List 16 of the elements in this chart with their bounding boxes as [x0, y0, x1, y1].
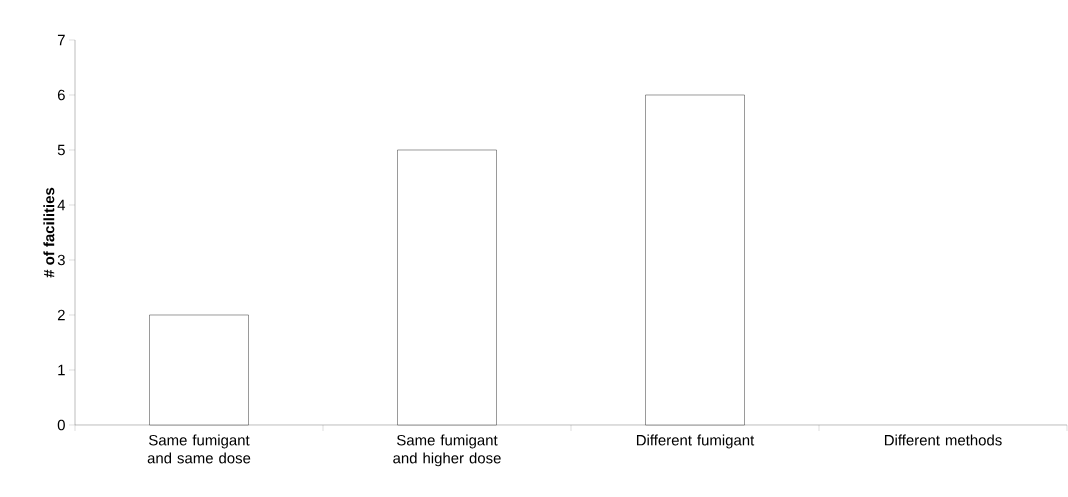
x-tick-label: Same fumigant and higher dose [393, 434, 501, 467]
y-tick-label: 1 [58, 364, 65, 376]
bar [397, 149, 497, 426]
x-tick-label: Different methods [884, 434, 1002, 446]
y-axis-title: # of facilities [43, 187, 55, 278]
x-tick-label: Different fumigant [636, 434, 755, 449]
y-tick-label: 6 [57, 89, 65, 101]
y-tick-label: 0 [57, 419, 65, 431]
y-tick-label: 5 [57, 144, 65, 156]
y-tick-label: 2 [57, 309, 65, 321]
x-tick-label: Same fumigant and same dose [147, 434, 251, 464]
y-tick-label: 4 [57, 199, 66, 211]
y-tick-label: 3 [57, 254, 65, 266]
bar [149, 314, 249, 426]
y-tick-label: 7 [57, 34, 65, 46]
bar [645, 94, 745, 426]
